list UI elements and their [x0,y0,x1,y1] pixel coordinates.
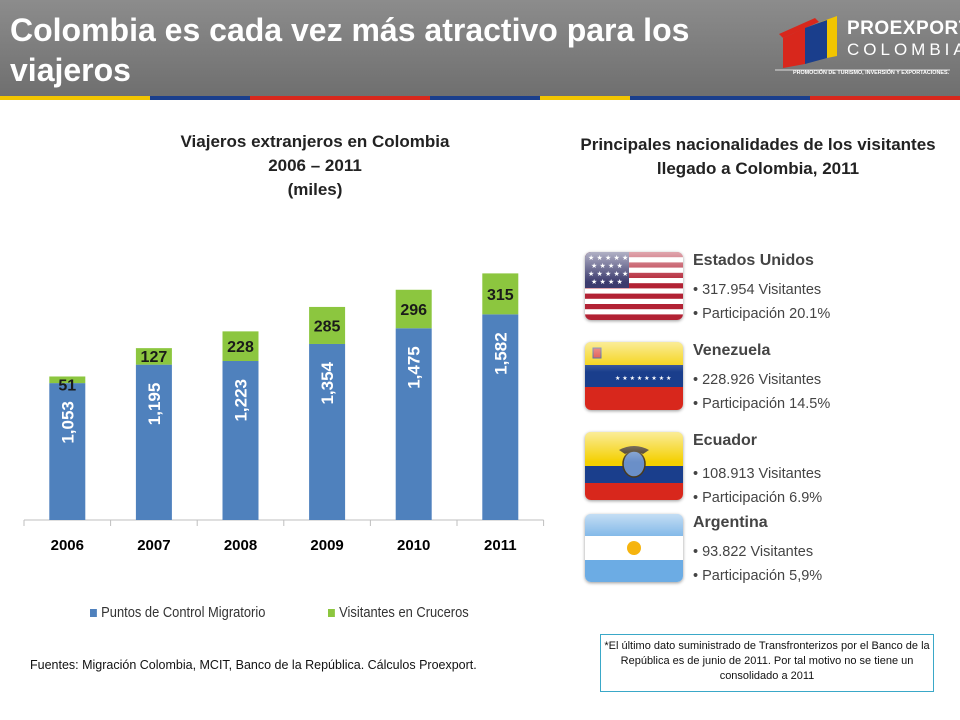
legend-swatch [328,608,335,617]
ecuador-flag-icon [585,432,683,500]
x-tick-label: 2011 [484,537,517,554]
logo-text-colombia: COLOMBIA [847,40,960,59]
country-visitors: • 108.913 Visitantes [693,466,822,482]
stripe-segment [0,96,150,100]
x-tick-label: 2007 [137,537,170,554]
chart-legend: Puntos de Control Migratorio Visitantes e… [90,604,520,624]
data-label-control: 1,195 [145,383,164,426]
country-name: Ecuador [693,432,758,449]
country-share: • Participación 6.9% [693,490,823,506]
data-label-cruise: 228 [227,339,254,356]
legend-item: Puntos de Control Migratorio [90,604,265,621]
x-tick-label: 2009 [310,537,343,554]
logo-mark-icon [775,16,950,71]
country-name: Estados Unidos [693,252,814,269]
data-label-control: 1,582 [491,332,510,375]
svg-text:★ ★ ★ ★ ★ ★ ★ ★: ★ ★ ★ ★ ★ ★ ★ ★ [615,375,671,382]
data-label-cruise: 51 [58,377,76,394]
header-bar: Colombia es cada vez más atractivo para … [0,0,960,96]
data-label-cruise: 127 [141,349,168,366]
chart-title-line: Viajeros extranjeros en Colombia [180,132,450,151]
logo-text-proexport: PROEXPORT [847,18,960,39]
data-label-control: 1,354 [318,361,337,404]
data-label-control: 1,223 [232,379,251,422]
bar-control-2008 [222,361,259,520]
nationalities-title: Principales nacionalidades de los visita… [580,135,936,178]
stacked-bar-chart: 1,053 51 2006 1,195 127 2007 1,223 228 2008 1,354… [23,273,545,554]
country-share: • Participación 5,9% [693,568,823,584]
country-visitors: • 228.926 Visitantes [693,372,822,388]
footnote-box: *El último dato suministrado de Transfro… [600,634,934,692]
bar-cruise-2011 [482,273,519,315]
bar-cruise-2008 [222,331,259,362]
bar-control-2009 [309,343,346,520]
chart-title-line: 2006 – 2011 [268,156,362,175]
chart-title-line: (miles) [287,180,343,199]
country-venezuela: ★ ★ ★ ★ ★ ★ ★ ★ Venezuela • 228.926 Visi… [585,342,945,422]
stripe-segment [150,96,250,100]
legend-label: Puntos de Control Migratorio [101,604,266,621]
country-argentina: Argentina • 93.822 Visitantes • Particip… [585,514,945,594]
legend-label: Visitantes en Cruceros [339,604,469,621]
usa-flag-icon: ★ ★ ★ ★ ★ ★ ★ ★ ★ ★ ★ ★ ★ ★ ★ ★ ★ ★ [585,252,683,320]
x-tick-label: 2008 [224,537,257,554]
bar-control-2011 [482,314,519,520]
stripe-segment [250,96,430,100]
country-name: Venezuela [693,342,771,359]
venezuela-flag-icon: ★ ★ ★ ★ ★ ★ ★ ★ [585,342,683,410]
bar-cruise-2006 [49,376,86,384]
legend-item: Visitantes en Cruceros [328,604,469,621]
legend-swatch [90,608,97,617]
data-label-cruise: 296 [400,302,427,319]
country-share: • Participación 20.1% [693,306,831,322]
bar-control-2006 [49,383,86,520]
bar-cruise-2009 [309,306,346,344]
data-label-control: 1,475 [405,346,424,389]
country-visitors: • 317.954 Visitantes [693,282,822,298]
svg-text:★ ★ ★ ★: ★ ★ ★ ★ [591,278,623,286]
stripe-segment [630,96,810,100]
bar-cruise-2010 [395,289,432,329]
logo-tagline: PROMOCIÓN DE TURISMO, INVERSIÓN Y EXPORT… [793,70,950,76]
proexport-logo: PROEXPORT COLOMBIA PROMOCIÓN DE TURISMO,… [775,12,960,84]
page-title: Colombia es cada vez más atractivo para … [10,12,690,88]
x-tick-label: 2006 [51,537,84,554]
argentina-flag-icon [585,514,683,582]
country-name: Argentina [693,514,768,531]
x-tick-label: 2010 [397,537,430,554]
bar-cruise-2007 [135,348,172,365]
stripe-segment [810,96,960,100]
country-usa: ★ ★ ★ ★ ★ ★ ★ ★ ★ ★ ★ ★ ★ ★ ★ ★ ★ ★ Esta… [585,252,945,332]
flag-color-stripe [0,96,960,100]
stripe-segment [540,96,630,100]
bar-control-2007 [135,364,172,520]
data-label-cruise: 285 [314,318,341,335]
chart-title: Viajeros extranjeros en Colombia 2006 – … [100,130,530,202]
stripe-segment [430,96,540,100]
country-visitors: • 93.822 Visitantes [693,544,814,560]
data-label-control: 1,053 [58,401,77,444]
sources-note: Fuentes: Migración Colombia, MCIT, Banco… [30,658,477,672]
data-label-cruise: 315 [487,287,514,304]
country-share: • Participación 14.5% [693,396,831,412]
country-ecuador: Ecuador • 108.913 Visitantes • Participa… [585,432,945,512]
bar-control-2010 [395,328,432,520]
